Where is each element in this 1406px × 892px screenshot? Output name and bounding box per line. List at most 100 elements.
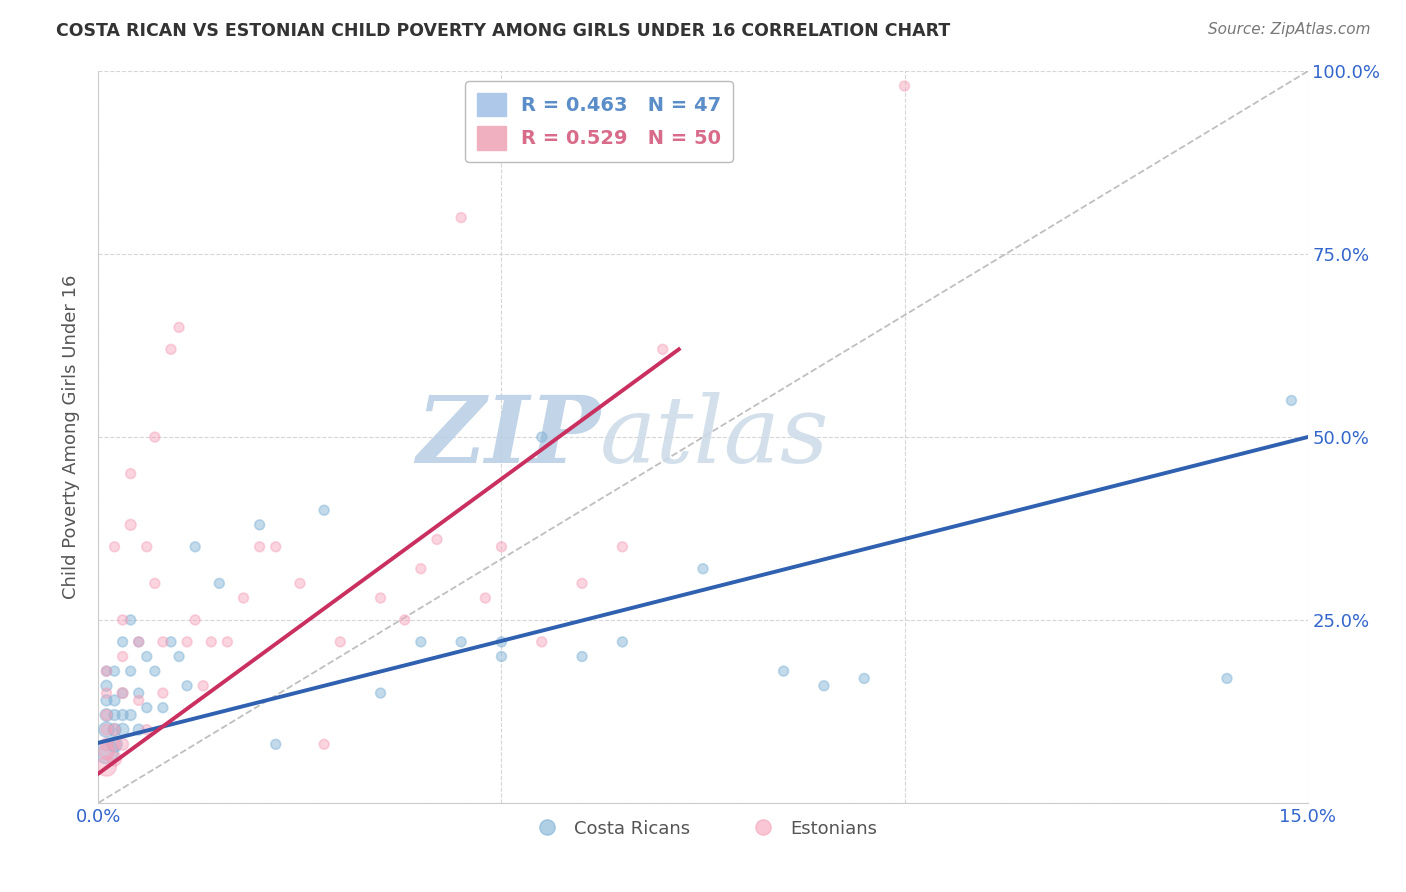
Point [314, 503, 336, 517]
Point [612, 635, 634, 649]
Point [96, 679, 118, 693]
Point [184, 613, 207, 627]
Point [120, 467, 142, 481]
Point [143, 430, 166, 444]
Point [103, 737, 125, 751]
Point [103, 737, 125, 751]
Point [111, 613, 134, 627]
Point [426, 533, 449, 547]
Point [103, 540, 125, 554]
Point [217, 635, 239, 649]
Point [103, 693, 125, 707]
Point [530, 635, 553, 649]
Point [264, 737, 287, 751]
Point [120, 517, 142, 532]
Point [370, 686, 392, 700]
Point [103, 752, 125, 766]
Point [249, 517, 271, 532]
Text: Source: ZipAtlas.com: Source: ZipAtlas.com [1208, 22, 1371, 37]
Point [893, 78, 915, 93]
Point [612, 540, 634, 554]
Point [409, 635, 432, 649]
Point [135, 540, 157, 554]
Point [111, 737, 134, 751]
Point [128, 723, 150, 737]
Point [184, 540, 207, 554]
Point [394, 613, 416, 627]
Point [96, 708, 118, 723]
Legend: Costa Ricans, Estonians: Costa Ricans, Estonians [522, 813, 884, 845]
Point [96, 664, 118, 678]
Point [128, 635, 150, 649]
Point [135, 649, 157, 664]
Point [193, 679, 215, 693]
Point [120, 613, 142, 627]
Point [200, 635, 222, 649]
Point [1281, 393, 1303, 408]
Point [314, 737, 336, 751]
Point [96, 708, 118, 723]
Point [249, 540, 271, 554]
Point [111, 635, 134, 649]
Point [176, 679, 198, 693]
Point [491, 649, 513, 664]
Point [176, 635, 198, 649]
Point [96, 723, 118, 737]
Point [651, 343, 673, 357]
Point [474, 591, 496, 605]
Point [96, 745, 118, 759]
Point [111, 686, 134, 700]
Point [96, 686, 118, 700]
Point [450, 635, 472, 649]
Point [96, 664, 118, 678]
Point [120, 664, 142, 678]
Point [329, 635, 352, 649]
Point [103, 708, 125, 723]
Point [208, 576, 231, 591]
Point [135, 700, 157, 714]
Point [103, 664, 125, 678]
Point [264, 540, 287, 554]
Point [288, 576, 311, 591]
Text: ZIP: ZIP [416, 392, 600, 482]
Text: COSTA RICAN VS ESTONIAN CHILD POVERTY AMONG GIRLS UNDER 16 CORRELATION CHART: COSTA RICAN VS ESTONIAN CHILD POVERTY AM… [56, 22, 950, 40]
Point [232, 591, 254, 605]
Point [111, 649, 134, 664]
Point [128, 693, 150, 707]
Point [167, 649, 190, 664]
Point [167, 320, 190, 334]
Y-axis label: Child Poverty Among Girls Under 16: Child Poverty Among Girls Under 16 [62, 275, 80, 599]
Point [491, 635, 513, 649]
Point [135, 723, 157, 737]
Point [103, 723, 125, 737]
Point [530, 430, 553, 444]
Point [813, 679, 835, 693]
Point [96, 759, 118, 773]
Point [409, 562, 432, 576]
Point [152, 686, 174, 700]
Point [111, 723, 134, 737]
Point [491, 540, 513, 554]
Point [120, 708, 142, 723]
Point [111, 708, 134, 723]
Point [96, 723, 118, 737]
Point [143, 576, 166, 591]
Point [152, 700, 174, 714]
Point [143, 664, 166, 678]
Point [128, 686, 150, 700]
Text: atlas: atlas [600, 392, 830, 482]
Point [160, 343, 183, 357]
Point [571, 576, 593, 591]
Point [152, 635, 174, 649]
Point [96, 737, 118, 751]
Point [692, 562, 714, 576]
Point [571, 649, 593, 664]
Point [128, 635, 150, 649]
Point [1216, 672, 1239, 686]
Point [160, 635, 183, 649]
Point [772, 664, 794, 678]
Point [103, 723, 125, 737]
Point [853, 672, 876, 686]
Point [111, 686, 134, 700]
Point [450, 211, 472, 225]
